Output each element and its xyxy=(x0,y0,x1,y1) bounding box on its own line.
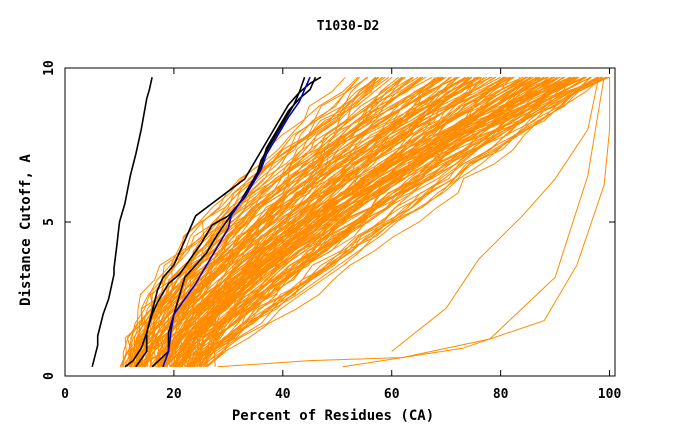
x-tick-label: 100 xyxy=(598,387,622,402)
model-curve xyxy=(159,76,496,367)
model-curve xyxy=(179,76,510,367)
highlight-curve xyxy=(162,76,311,368)
model-curve xyxy=(199,76,599,368)
y-axis-label: Distance Cutoff, A xyxy=(18,154,34,306)
model-curve xyxy=(217,77,605,368)
chart-title: T1030-D2 xyxy=(317,19,380,34)
model-curve xyxy=(203,76,609,368)
model-curve xyxy=(134,76,423,367)
model-curve xyxy=(157,76,466,367)
model-curve xyxy=(179,76,524,367)
x-tick-label: 80 xyxy=(493,387,509,402)
model-curve xyxy=(127,76,393,367)
x-tick-label: 20 xyxy=(166,387,182,402)
model-curve xyxy=(148,76,443,367)
model-curve xyxy=(144,76,452,367)
model-curve xyxy=(145,76,458,367)
y-tick-label: 10 xyxy=(42,60,57,76)
reference-curve xyxy=(135,76,306,368)
model-curve xyxy=(199,76,592,368)
model-curve xyxy=(206,76,586,367)
model-curve xyxy=(196,76,610,367)
model-curve xyxy=(153,76,477,368)
model-curve xyxy=(161,76,491,368)
model-curve xyxy=(126,76,380,367)
model-curve xyxy=(130,76,386,367)
x-axis-label: Percent of Residues (CA) xyxy=(232,408,434,424)
model-curves xyxy=(119,76,611,368)
model-curve xyxy=(164,76,506,368)
model-curve xyxy=(213,76,603,367)
model-curve xyxy=(161,76,523,367)
model-curve xyxy=(159,76,479,367)
model-curve xyxy=(188,76,570,368)
model-curve xyxy=(152,76,478,368)
model-curve xyxy=(165,76,492,367)
reference-curve xyxy=(91,77,153,367)
model-curve xyxy=(193,76,586,367)
model-curve xyxy=(186,76,571,367)
model-curve xyxy=(193,76,592,368)
model-curve xyxy=(198,76,607,368)
series-layer xyxy=(91,76,322,368)
y-tick-label: 5 xyxy=(42,218,57,226)
y-tick-label: 0 xyxy=(42,372,57,380)
model-curve xyxy=(171,76,532,367)
model-curve xyxy=(391,77,600,352)
model-curve xyxy=(186,76,563,368)
x-tick-label: 40 xyxy=(275,387,291,402)
x-tick-label: 60 xyxy=(384,387,400,402)
axes: 0 20 40 60 80 100 0 5 10 xyxy=(42,60,621,402)
x-tick-label: 0 xyxy=(61,387,69,402)
model-curve xyxy=(202,76,585,368)
model-curve xyxy=(342,77,611,368)
model-curve xyxy=(128,76,384,368)
model-curve xyxy=(122,76,359,367)
model-curve xyxy=(206,76,598,368)
model-curve xyxy=(136,76,460,367)
